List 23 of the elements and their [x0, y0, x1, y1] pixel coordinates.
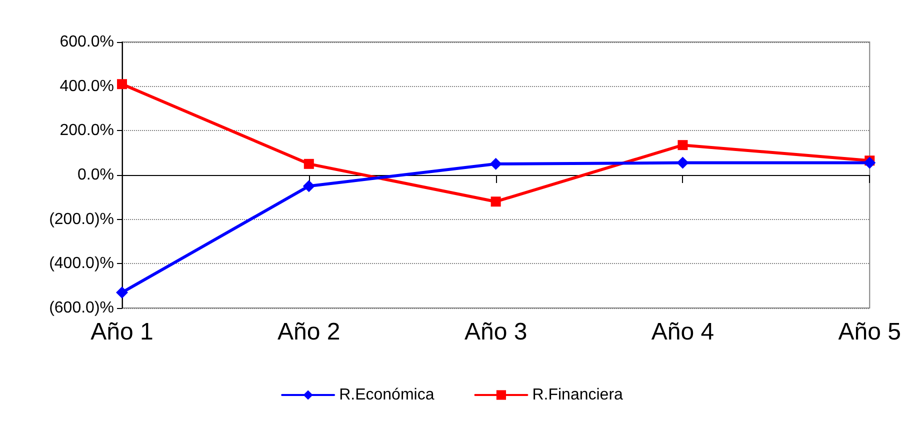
point — [116, 286, 128, 298]
point — [676, 156, 689, 169]
point — [117, 79, 127, 90]
point — [302, 180, 315, 192]
y-tick-label: 400.0% — [60, 78, 114, 95]
point — [678, 140, 688, 150]
y-tick-label: 600.0% — [60, 34, 114, 50]
x-tick-label: Año 2 — [278, 318, 340, 346]
y-tick-label: 0.0% — [78, 166, 114, 184]
y-tick-label: (600.0)% — [49, 300, 114, 316]
point — [490, 158, 502, 170]
x-tick-label: Año 4 — [651, 318, 714, 346]
point — [490, 196, 501, 207]
x-tick-label: Año 1 — [90, 318, 154, 346]
x-tick-label: Año 3 — [464, 318, 528, 346]
y-tick-label: (200.0)% — [49, 210, 114, 228]
point — [864, 156, 876, 169]
x-tick-label: Año 5 — [838, 318, 901, 346]
y-tick-label: (400.0)% — [49, 255, 114, 272]
y-tick-label: 200.0% — [60, 122, 114, 140]
point — [304, 158, 314, 169]
legend-label: R.Económica — [339, 386, 434, 404]
legend-label: R.Financiera — [532, 386, 624, 404]
